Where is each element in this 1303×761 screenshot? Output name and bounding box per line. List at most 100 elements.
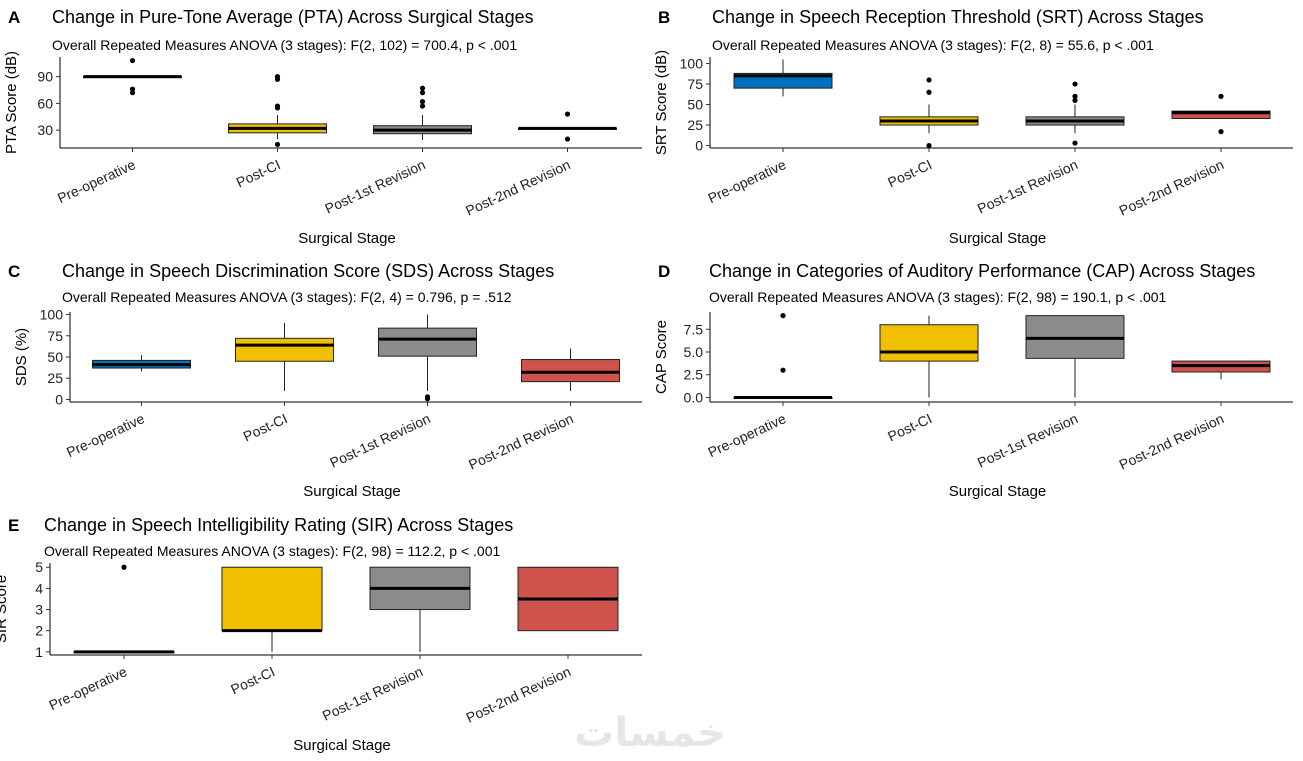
y-tick-label: 0 — [55, 391, 63, 407]
chart-title: Change in Pure-Tone Average (PTA) Across… — [52, 7, 534, 27]
outlier-point — [129, 90, 136, 96]
y-tick-label: 5 — [35, 559, 43, 575]
y-tick-label: 50 — [687, 97, 703, 113]
outlier-point — [564, 111, 571, 117]
iqr-box — [378, 327, 477, 357]
x-tick-label: Pre-operative — [55, 156, 138, 206]
outlier-point — [1072, 81, 1078, 87]
y-tick-label: 100 — [680, 56, 704, 72]
panel-label: A — [8, 8, 20, 27]
x-axis-title: Surgical Stage — [293, 737, 391, 754]
outlier-point — [121, 564, 127, 570]
y-tick-label: 75 — [47, 328, 63, 344]
box-3: Post-2nd Revision — [1117, 360, 1271, 473]
iqr-box — [1171, 110, 1271, 119]
x-tick-label: Pre-operative — [64, 410, 147, 460]
outlier-point — [1072, 97, 1078, 104]
x-tick-label: Post-2nd Revision — [1117, 156, 1227, 219]
y-tick-label: 60 — [37, 95, 53, 111]
panel-d: D Change in Categories of Auditory Perfor… — [653, 261, 1293, 500]
outlier-point — [780, 367, 786, 373]
x-tick-label: Post-CI — [885, 410, 934, 444]
box-3: Post-2nd Revision — [464, 566, 619, 726]
outlier-point — [926, 142, 932, 149]
panel-c: C Change in Speech Discrimination Score (… — [8, 261, 642, 500]
iqr-box — [521, 359, 620, 383]
panel-a: A Change in Pure-Tone Average (PTA) Acros… — [3, 7, 642, 247]
x-axis-title: Surgical Stage — [303, 483, 401, 500]
x-tick-label: Pre-operative — [46, 663, 129, 713]
y-tick-label: 100 — [40, 307, 64, 323]
chart-subtitle: Overall Repeated Measures ANOVA (3 stage… — [709, 289, 1167, 305]
outlier-point — [1072, 140, 1078, 146]
outlier-point — [1072, 93, 1078, 99]
y-axis-title: SIR Score — [0, 575, 10, 643]
x-tick-label: Pre-operative — [705, 156, 788, 206]
y-tick-label: 7.5 — [684, 321, 704, 337]
x-tick-label: Post-1st Revision — [975, 156, 1080, 217]
y-axis-title: CAP Score — [653, 320, 670, 394]
y-tick-label: 0.0 — [684, 389, 704, 405]
y-tick-label: 2 — [35, 623, 43, 639]
chart-title: Change in Categories of Auditory Perform… — [709, 261, 1255, 281]
outlier-point — [419, 103, 426, 109]
x-tick-label: Post-CI — [228, 663, 277, 697]
x-tick-label: Post-1st Revision — [320, 663, 425, 724]
outlier-point — [1218, 93, 1224, 99]
y-tick-label: 90 — [37, 69, 53, 85]
chart-subtitle: Overall Repeated Measures ANOVA (3 stage… — [62, 289, 512, 305]
outlier-point — [274, 105, 281, 111]
y-tick-label: 2.5 — [684, 367, 704, 383]
y-tick-label: 75 — [687, 76, 703, 92]
x-axis-title: Surgical Stage — [949, 483, 1047, 500]
panel-label: C — [8, 262, 20, 281]
outlier-point — [1218, 129, 1224, 135]
box-1: Post-CI — [235, 323, 334, 444]
y-tick-label: 30 — [37, 122, 53, 138]
y-tick-label: 0 — [695, 138, 703, 154]
box-1: Post-CI — [228, 74, 327, 190]
box-1: Post-CI — [879, 77, 979, 190]
box-2: Post-1st Revision — [322, 85, 472, 217]
box-0: Pre-operative — [55, 57, 182, 206]
y-tick-label: 25 — [687, 117, 703, 133]
box-0: Pre-operative — [64, 355, 191, 460]
panel-label: B — [658, 8, 670, 27]
x-tick-label: Post-1st Revision — [975, 410, 1080, 471]
x-tick-label: Post-CI — [241, 410, 290, 444]
y-tick-label: 4 — [35, 580, 43, 596]
panel-e: E Change in Speech Intelligibility Rating… — [0, 515, 642, 754]
outlier-point — [424, 396, 431, 402]
outlier-point — [926, 77, 932, 83]
box-2: Post-1st Revision — [320, 566, 471, 724]
box-1: Post-CI — [879, 315, 979, 444]
outlier-point — [419, 99, 426, 105]
chart-title: Change in Speech Reception Threshold (SR… — [712, 7, 1204, 27]
box-0: Pre-operative — [46, 564, 175, 713]
watermark-text: خمسات — [574, 711, 726, 755]
y-tick-label: 25 — [47, 370, 63, 386]
box-2: Post-1st Revision — [975, 315, 1125, 471]
chart-title: Change in Speech Discrimination Score (S… — [62, 261, 554, 281]
iqr-box — [235, 337, 334, 362]
panel-label: D — [658, 262, 670, 281]
outlier-point — [129, 86, 136, 92]
y-axis-title: SRT Score (dB) — [653, 50, 670, 155]
outlier-point — [564, 136, 571, 142]
panel-label: E — [8, 516, 19, 535]
outlier-point — [274, 76, 281, 82]
box-2: Post-1st Revision — [327, 314, 477, 471]
x-tick-label: Pre-operative — [705, 410, 788, 460]
outlier-point — [780, 313, 786, 319]
box-3: Post-2nd Revision — [466, 348, 620, 473]
chart-subtitle: Overall Repeated Measures ANOVA (3 stage… — [52, 37, 517, 53]
y-tick-label: 3 — [35, 602, 43, 618]
box-0: Pre-operative — [705, 59, 833, 206]
x-tick-label: Post-2nd Revision — [1117, 410, 1227, 473]
chart-subtitle: Overall Repeated Measures ANOVA (3 stage… — [44, 543, 500, 559]
y-axis-title: SDS (%) — [13, 328, 30, 386]
x-axis-title: Surgical Stage — [298, 230, 396, 247]
outlier-point — [926, 89, 932, 95]
y-axis-title: PTA Score (dB) — [3, 51, 20, 154]
